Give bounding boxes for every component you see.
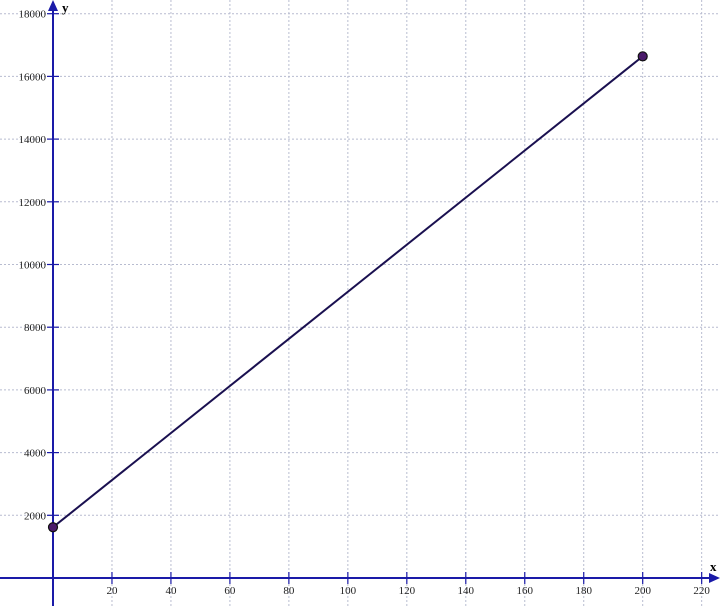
y-tick-label: 12000 <box>19 197 47 209</box>
x-axis-arrow <box>709 573 720 583</box>
x-tick-label: 100 <box>340 585 357 597</box>
x-tick-label: 120 <box>399 585 416 597</box>
y-tick-label: 16000 <box>19 71 47 83</box>
y-tick-label: 14000 <box>19 134 47 146</box>
x-tick-label: 140 <box>458 585 475 597</box>
x-tick-label: 60 <box>224 585 236 597</box>
ticks: 20 40 60 80 100 120 140 160 180 200 220 2000 4000 600… <box>19 9 711 597</box>
series-line <box>52 55 644 528</box>
y-tick-label: 18000 <box>19 9 47 21</box>
series <box>47 51 648 533</box>
data-point <box>47 522 59 533</box>
y-tick-label: 4000 <box>24 448 47 460</box>
y-axis-label: y <box>62 0 69 15</box>
x-tick-label: 200 <box>634 585 651 597</box>
y-tick-label: 2000 <box>24 510 47 522</box>
x-tick-label: 80 <box>283 585 295 597</box>
y-tick-label: 6000 <box>24 385 47 397</box>
x-axis-label: x <box>710 559 717 574</box>
y-tick-label: 8000 <box>24 322 47 334</box>
x-tick-label: 180 <box>575 585 592 597</box>
x-tick-label: 40 <box>165 585 177 597</box>
x-tick-label: 20 <box>106 585 118 597</box>
x-tick-label: 160 <box>517 585 534 597</box>
y-axis-arrow <box>48 0 58 11</box>
x-tick-label: 220 <box>693 585 710 597</box>
data-point <box>637 51 648 62</box>
y-tick-label: 10000 <box>19 260 47 272</box>
